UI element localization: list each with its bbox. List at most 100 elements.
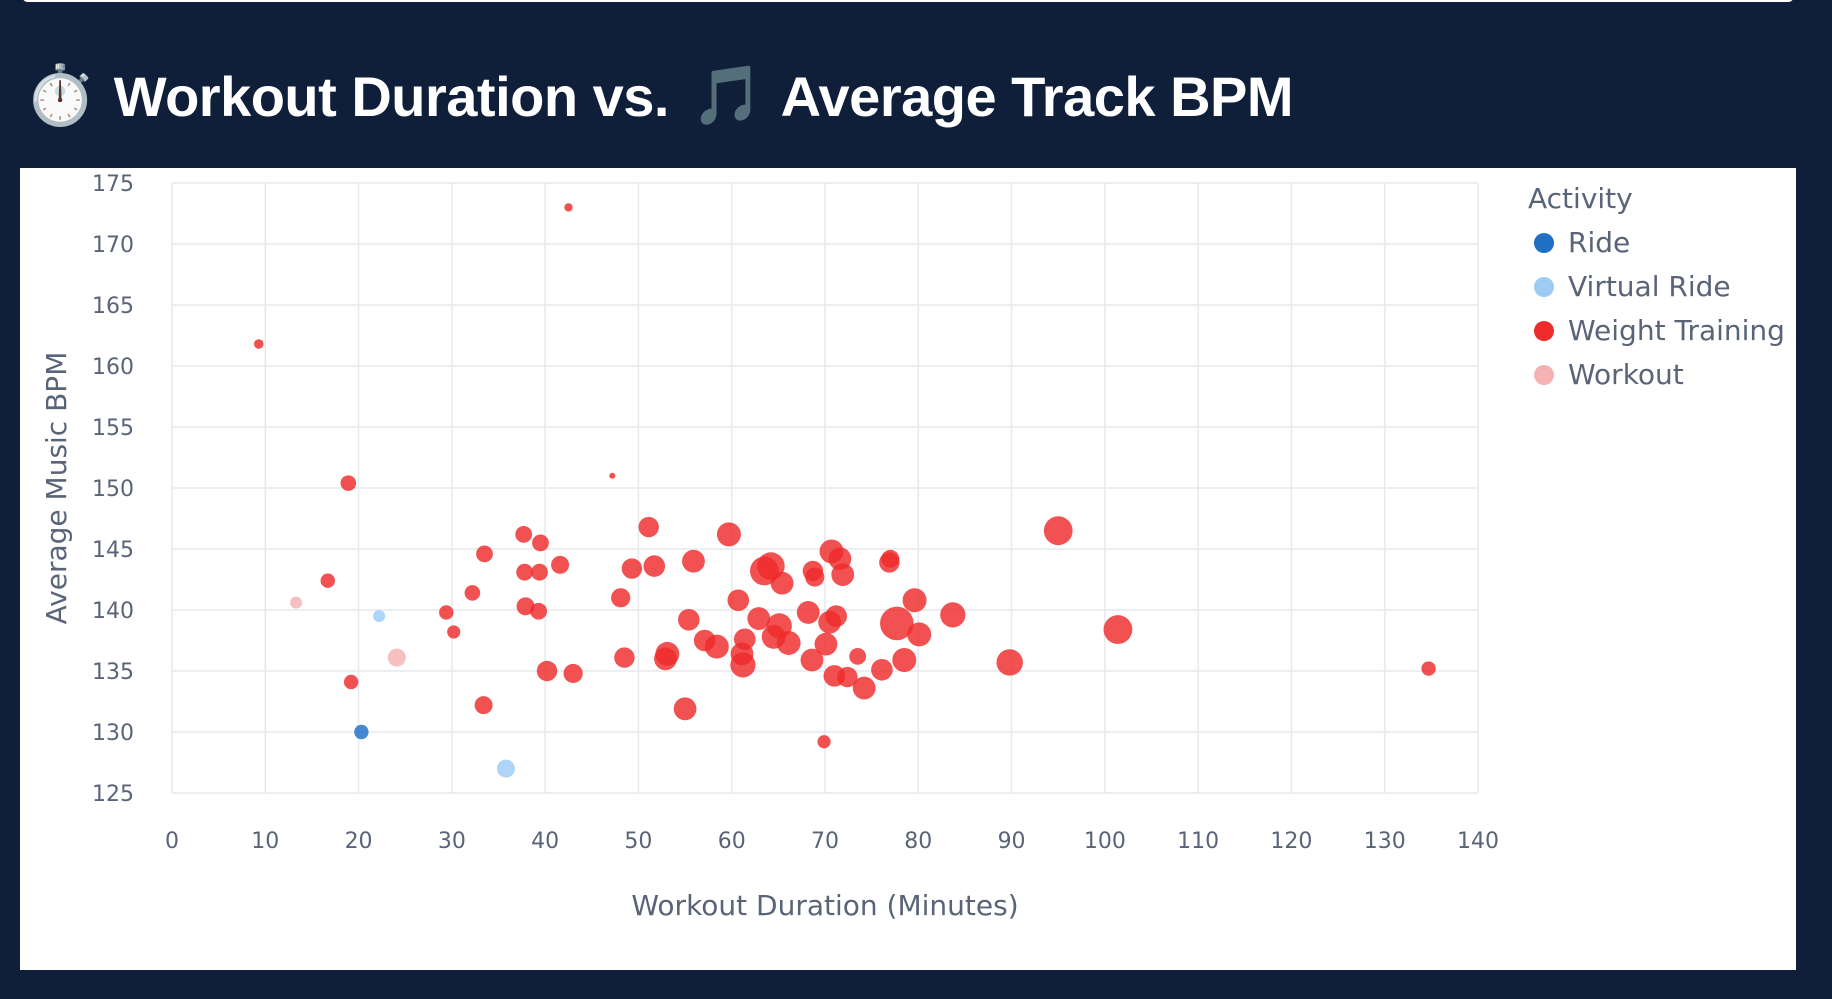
- x-axis-ticks: 0 10 20 30 40 50 60 70 80 90 100 110 120 130 140: [165, 829, 1499, 854]
- data-point-weight-training[interactable]: [464, 585, 481, 601]
- data-point-weight-training[interactable]: [880, 606, 914, 641]
- y-tick-label: 125: [92, 782, 134, 807]
- page-title-part2: Average Track BPM: [780, 64, 1294, 128]
- data-point-weight-training[interactable]: [733, 628, 756, 651]
- data-point-weight-training[interactable]: [476, 545, 493, 563]
- data-point-weight-training[interactable]: [682, 549, 705, 573]
- data-points: [253, 203, 1436, 778]
- y-tick-label: 175: [92, 172, 134, 197]
- x-tick-label: 90: [998, 829, 1026, 854]
- x-tick-label: 60: [718, 829, 746, 854]
- x-tick-label: 20: [345, 829, 373, 854]
- y-tick-label: 130: [92, 721, 134, 746]
- data-point-weight-training[interactable]: [609, 472, 616, 479]
- previous-card-edge: [22, 0, 1794, 2]
- y-tick-label: 170: [92, 233, 134, 258]
- data-point-weight-training[interactable]: [673, 697, 697, 721]
- legend-marker: [1534, 233, 1554, 253]
- legend-item-label[interactable]: Weight Training: [1568, 314, 1785, 347]
- data-point-weight-training[interactable]: [655, 641, 680, 666]
- data-point-weight-training[interactable]: [776, 630, 801, 655]
- x-tick-label: 30: [438, 829, 466, 854]
- x-tick-label: 50: [624, 829, 652, 854]
- data-point-weight-training[interactable]: [996, 649, 1023, 676]
- data-point-weight-training[interactable]: [814, 632, 838, 656]
- data-point-weight-training[interactable]: [253, 339, 264, 349]
- data-point-weight-training[interactable]: [516, 597, 535, 616]
- data-point-weight-training[interactable]: [621, 558, 643, 579]
- scatter-chart: 125 130 135 140 145 150 155 160 165 170 175 0 10 20 3…: [40, 172, 1785, 922]
- data-point-weight-training[interactable]: [530, 602, 548, 620]
- legend-item-label[interactable]: Ride: [1568, 226, 1630, 259]
- data-point-weight-training[interactable]: [320, 573, 335, 588]
- grid-lines: [171, 182, 1479, 794]
- data-point-weight-training[interactable]: [727, 589, 750, 612]
- data-point-workout[interactable]: [387, 648, 406, 667]
- data-point-weight-training[interactable]: [849, 647, 867, 665]
- data-point-weight-training[interactable]: [800, 648, 824, 672]
- data-point-weight-training[interactable]: [940, 602, 966, 628]
- data-point-weight-training[interactable]: [770, 571, 794, 595]
- data-point-weight-training[interactable]: [1043, 516, 1073, 546]
- x-tick-label: 80: [904, 829, 932, 854]
- data-point-weight-training[interactable]: [805, 567, 825, 587]
- y-tick-label: 140: [92, 599, 134, 624]
- data-point-weight-training[interactable]: [531, 563, 548, 581]
- data-point-weight-training[interactable]: [902, 588, 927, 613]
- data-point-weight-training[interactable]: [747, 607, 771, 630]
- data-point-weight-training[interactable]: [871, 658, 893, 681]
- data-point-weight-training[interactable]: [907, 622, 932, 647]
- legend-marker: [1534, 365, 1554, 385]
- legend-title: Activity: [1528, 182, 1633, 215]
- data-point-weight-training[interactable]: [881, 549, 900, 568]
- data-point-weight-training[interactable]: [852, 676, 876, 700]
- data-point-weight-training[interactable]: [564, 203, 573, 212]
- data-point-weight-training[interactable]: [551, 555, 570, 574]
- data-point-weight-training[interactable]: [515, 525, 533, 543]
- data-point-weight-training[interactable]: [704, 634, 729, 659]
- data-point-weight-training[interactable]: [1103, 615, 1133, 644]
- data-point-weight-training[interactable]: [730, 652, 756, 678]
- data-point-weight-training[interactable]: [1421, 661, 1436, 676]
- legend-item-label[interactable]: Workout: [1568, 358, 1684, 391]
- data-point-weight-training[interactable]: [340, 475, 357, 491]
- page-title-part1: Workout Duration vs.: [113, 64, 670, 128]
- data-point-weight-training[interactable]: [825, 605, 847, 627]
- legend: Activity Ride Virtual Ride Weight Training…: [1528, 182, 1785, 391]
- data-point-weight-training[interactable]: [817, 735, 831, 749]
- data-point-weight-training[interactable]: [611, 588, 631, 608]
- legend-item-label[interactable]: Virtual Ride: [1568, 270, 1731, 303]
- x-tick-label: 10: [251, 829, 279, 854]
- x-tick-label: 120: [1270, 829, 1312, 854]
- y-tick-label: 155: [92, 416, 134, 441]
- chart-card: 125 130 135 140 145 150 155 160 165 170 175 0 10 20 3…: [20, 168, 1796, 970]
- data-point-weight-training[interactable]: [563, 663, 583, 684]
- data-point-weight-training[interactable]: [678, 608, 700, 631]
- data-point-weight-training[interactable]: [837, 666, 858, 688]
- data-point-weight-training[interactable]: [474, 696, 493, 715]
- data-point-weight-training[interactable]: [532, 534, 549, 552]
- data-point-weight-training[interactable]: [516, 563, 534, 581]
- data-point-weight-training[interactable]: [536, 660, 558, 682]
- data-point-weight-training[interactable]: [643, 555, 666, 577]
- data-point-virtual-ride[interactable]: [496, 759, 515, 778]
- data-point-virtual-ride[interactable]: [373, 610, 386, 623]
- data-point-weight-training[interactable]: [892, 648, 917, 673]
- data-point-weight-training[interactable]: [796, 601, 820, 624]
- y-tick-label: 165: [92, 294, 134, 319]
- data-point-weight-training[interactable]: [716, 522, 741, 547]
- data-point-workout[interactable]: [290, 596, 303, 609]
- y-tick-label: 135: [92, 660, 134, 685]
- data-point-weight-training[interactable]: [831, 563, 855, 587]
- data-point-weight-training[interactable]: [447, 625, 461, 639]
- x-tick-label: 110: [1177, 829, 1219, 854]
- x-tick-label: 100: [1084, 829, 1126, 854]
- data-point-weight-training[interactable]: [439, 605, 454, 620]
- legend-marker: [1534, 321, 1554, 341]
- data-point-weight-training[interactable]: [343, 674, 359, 690]
- x-tick-label: 130: [1364, 829, 1406, 854]
- data-point-weight-training[interactable]: [614, 647, 635, 668]
- data-point-weight-training[interactable]: [638, 516, 659, 538]
- x-tick-label: 70: [811, 829, 839, 854]
- data-point-ride[interactable]: [354, 724, 369, 740]
